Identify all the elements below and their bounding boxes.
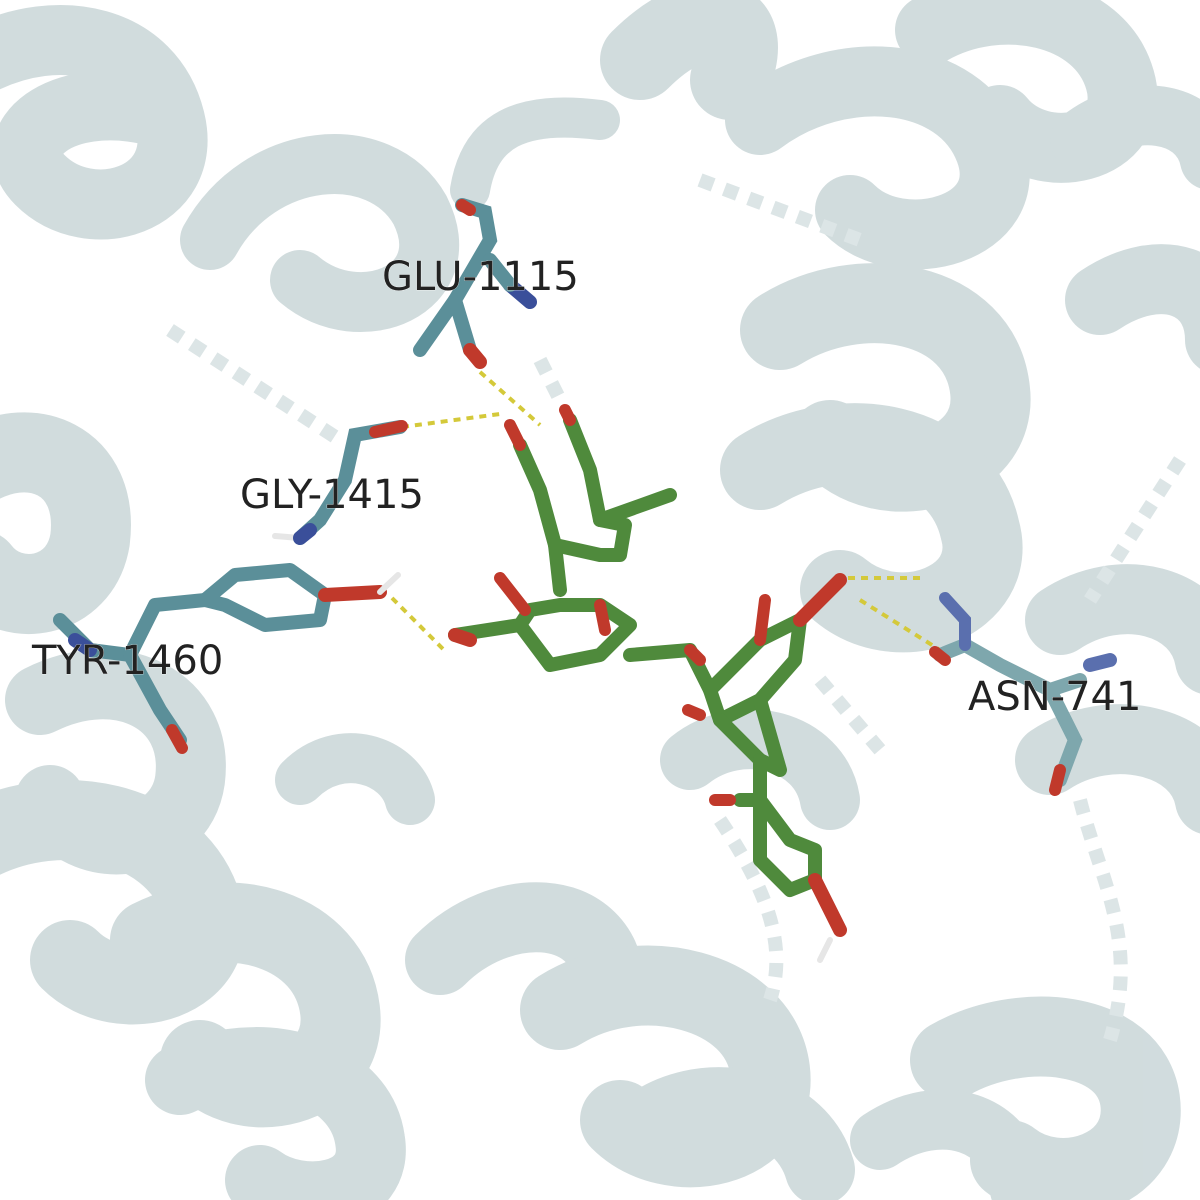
residue-gly-1415 xyxy=(272,420,408,545)
ligand xyxy=(448,404,847,963)
label-gly-1415: GLY-1415 xyxy=(240,472,424,518)
coil-segments xyxy=(166,173,1186,1043)
label-glu-1115: GLU-1115 xyxy=(382,254,579,300)
hydrogen-bonds xyxy=(390,370,942,655)
residue-glu-1115 xyxy=(413,198,537,369)
label-tyr-1460: TYR-1460 xyxy=(31,638,223,684)
label-asn-741: ASN-741 xyxy=(968,674,1141,720)
residue-tyr-1460 xyxy=(53,563,401,754)
residue-asn-741 xyxy=(929,592,1117,796)
residue-labels: GLU-1115 GLY-1415 TYR-1460 ASN-741 xyxy=(31,254,1142,721)
